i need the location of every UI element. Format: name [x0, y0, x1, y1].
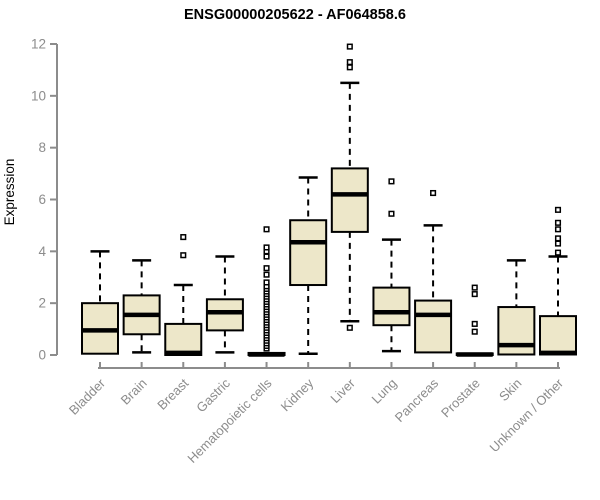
outlier-point: [388, 178, 395, 185]
outlier-point: [471, 320, 478, 327]
boxplot-group-lung: [372, 178, 411, 353]
outlier-point: [554, 249, 562, 256]
y-axis: 0 2 4 6 8 10 12: [31, 37, 58, 363]
outlier-point: [346, 324, 353, 331]
outlier-point: [554, 219, 562, 226]
y-tick-label: 8: [38, 140, 46, 155]
outlier-point: [471, 291, 478, 298]
y-tick-label: 10: [31, 88, 46, 103]
outlier-point: [471, 284, 478, 291]
boxplot-group-brain: [122, 259, 161, 354]
boxplot-group-breast: [164, 234, 203, 356]
outlier-point: [554, 240, 562, 247]
boxplot-group-hematopoietic-cells: [247, 226, 286, 357]
iqr-box: [289, 219, 328, 287]
outlier-point: [346, 64, 353, 71]
outlier-point: [263, 279, 270, 286]
iqr-box: [205, 298, 244, 332]
chart-title: ENSG00000205622 - AF064858.6: [184, 7, 406, 23]
x-tick-label-pancreas: Pancreas: [392, 375, 442, 425]
iqr-box: [164, 322, 203, 356]
boxplot-group-liver: [330, 43, 369, 331]
outlier-point: [430, 189, 437, 197]
y-axis-label: Expression: [2, 159, 17, 226]
outlier-point: [263, 271, 270, 278]
y-tick-label: 2: [38, 296, 46, 311]
y-tick-label: 12: [31, 37, 46, 52]
x-tick-label-brain: Brain: [118, 376, 150, 408]
outlier-point: [180, 252, 187, 259]
x-tick-label-prostate: Prostate: [438, 376, 483, 421]
x-tick-label-unknown-other: Unknown / Other: [487, 375, 567, 455]
iqr-box: [330, 167, 369, 233]
outlier-point: [263, 265, 270, 272]
x-tick-label-liver: Liver: [327, 375, 358, 406]
outlier-point: [346, 59, 353, 66]
outlier-point: [346, 43, 353, 50]
boxplot-group-gastric: [205, 255, 244, 354]
plot-area: [81, 43, 577, 357]
boxplot-group-pancreas: [414, 189, 453, 354]
iqr-box: [414, 299, 453, 354]
outlier-point: [180, 234, 187, 241]
y-tick-label: 6: [38, 192, 46, 207]
outlier-point: [263, 253, 270, 260]
outlier-point: [263, 226, 270, 233]
outlier-point: [263, 244, 270, 251]
x-tick-label-breast: Breast: [154, 375, 191, 412]
iqr-box: [539, 315, 577, 356]
boxplot-group-kidney: [289, 176, 328, 355]
outlier-point: [554, 206, 562, 213]
y-tick-label: 0: [38, 348, 46, 363]
outlier-point: [471, 328, 478, 335]
boxplot-group-unknown-other: [539, 206, 577, 356]
y-tick-label: 4: [38, 244, 46, 259]
boxplot-group-skin: [497, 259, 536, 356]
outlier-point: [554, 226, 562, 233]
boxplot-group-bladder: [81, 250, 119, 355]
x-tick-label-skin: Skin: [496, 376, 524, 404]
iqr-box: [372, 286, 411, 327]
x-tick-label-lung: Lung: [369, 376, 400, 407]
outlier-point: [388, 210, 395, 217]
x-tick-label-kidney: Kidney: [278, 375, 317, 414]
boxplot-group-prostate: [455, 284, 494, 357]
x-tick-label-bladder: Bladder: [66, 375, 109, 418]
x-tick-label-gastric: Gastric: [193, 375, 233, 415]
outlier-point: [554, 235, 562, 242]
